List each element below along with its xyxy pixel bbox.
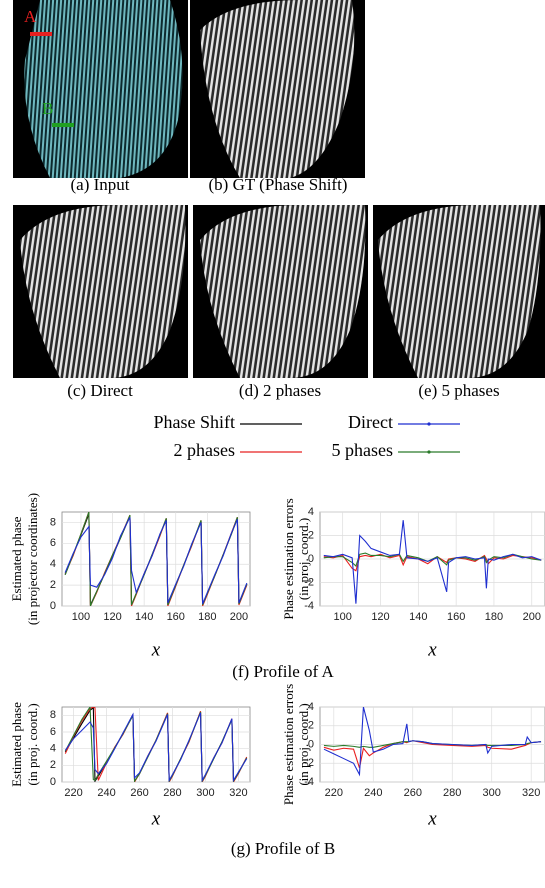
- panel-caption: (d) 2 phases: [239, 381, 321, 400]
- series-line: [64, 712, 248, 782]
- y-axis-title: Estimated phase: [9, 516, 24, 601]
- marker-label: A: [24, 7, 37, 26]
- x-tick-label: 160: [167, 611, 185, 623]
- line-chart: 0 2 4 6 8 100 120 140 160 180 200 Estimated phase (i…: [9, 493, 251, 660]
- x-tick-label: 120: [103, 611, 121, 623]
- line-chart: -4 -2 0 2 4 100 120 140 160 180 200 Phase estimatio…: [281, 498, 545, 660]
- x-tick-label: 140: [135, 611, 153, 623]
- x-tick-label: 180: [198, 611, 216, 623]
- plot-area: [61, 511, 251, 607]
- y-tick-label: 4: [308, 506, 314, 518]
- x-axis-title: x: [427, 639, 437, 660]
- legend-label: Phase Shift: [153, 412, 235, 432]
- image-input: [13, 0, 188, 178]
- y-tick-label: 6: [50, 726, 56, 738]
- x-tick-label: 280: [163, 787, 181, 799]
- y-axis-title: (in projector coordinates): [25, 493, 40, 625]
- profile-caption: (g) Profile of B: [231, 839, 335, 858]
- x-tick-label: 320: [522, 787, 540, 799]
- x-tick-label: 160: [447, 611, 465, 623]
- y-tick-label: 4: [308, 701, 314, 713]
- x-tick-label: 260: [130, 787, 148, 799]
- y-tick-label: -4: [304, 776, 314, 788]
- y-tick-label: 2: [308, 529, 314, 541]
- x-tick-label: 260: [404, 787, 422, 799]
- y-tick-label: 4: [50, 558, 56, 570]
- x-tick-label: 120: [371, 611, 389, 623]
- y-axis-title: (in proj. coord.): [296, 518, 311, 600]
- image-5-phases: [373, 205, 545, 378]
- image-direct: [13, 205, 188, 378]
- y-tick-label: 2: [308, 720, 314, 732]
- panel-caption: (c) Direct: [67, 381, 133, 400]
- legend-dot: [427, 422, 431, 426]
- x-tick-label: 300: [483, 787, 501, 799]
- x-axis-title: x: [427, 808, 437, 829]
- x-tick-label: 200: [523, 611, 541, 623]
- series-line: [64, 516, 248, 605]
- x-tick-label: 240: [364, 787, 382, 799]
- y-axis-title: Phase estimation errors: [281, 498, 296, 619]
- x-tick-label: 140: [409, 611, 427, 623]
- x-tick-label: 240: [97, 787, 115, 799]
- legend-label: 5 phases: [332, 440, 394, 460]
- legend-label: Direct: [348, 412, 393, 432]
- y-tick-label: 0: [308, 553, 314, 565]
- y-tick-label: 0: [50, 600, 56, 612]
- y-tick-label: 8: [50, 516, 56, 528]
- legend-dot: [427, 450, 431, 454]
- series-line: [323, 520, 542, 604]
- x-tick-label: 320: [229, 787, 247, 799]
- x-tick-label: 200: [230, 611, 248, 623]
- x-axis-title: x: [151, 808, 161, 829]
- y-tick-label: 0: [50, 776, 56, 788]
- panel-caption: (a) Input: [70, 175, 129, 194]
- y-axis-title: Estimated phase: [9, 702, 24, 787]
- x-tick-label: 220: [325, 787, 343, 799]
- x-tick-label: 280: [443, 787, 461, 799]
- y-axis-title: Phase estimation errors: [281, 684, 296, 805]
- y-tick-label: 2: [50, 759, 56, 771]
- line-chart: -4 -2 0 2 4 220 240 260 280 300 320 Phase estimatio…: [281, 684, 545, 829]
- marker-label: B: [42, 99, 53, 118]
- x-tick-label: 100: [72, 611, 90, 623]
- x-tick-label: 300: [196, 787, 214, 799]
- y-tick-label: 0: [308, 738, 314, 750]
- panel-caption: (b) GT (Phase Shift): [209, 175, 348, 194]
- x-axis-title: x: [151, 639, 161, 660]
- x-tick-label: 180: [485, 611, 503, 623]
- x-tick-label: 100: [334, 611, 352, 623]
- legend-label: 2 phases: [174, 440, 236, 460]
- line-chart: 0 2 4 6 8 220 240 260 280 300 320 Estimated phase (i…: [9, 702, 251, 829]
- y-tick-label: -2: [304, 757, 314, 769]
- y-axis-title: (in proj. coord.): [25, 703, 40, 785]
- y-tick-label: -2: [304, 576, 314, 588]
- image-gt: [190, 0, 365, 178]
- image-2-phases: [193, 205, 368, 378]
- y-tick-label: 2: [50, 579, 56, 591]
- panel-caption: (e) 5 phases: [418, 381, 499, 400]
- series-line: [323, 707, 542, 777]
- x-tick-label: 220: [64, 787, 82, 799]
- profile-caption: (f) Profile of A: [232, 662, 334, 681]
- y-tick-label: -4: [304, 600, 314, 612]
- y-tick-label: 4: [50, 743, 56, 755]
- y-axis-title: (in proj. coord.): [296, 703, 311, 785]
- y-tick-label: 6: [50, 537, 56, 549]
- y-tick-label: 8: [50, 709, 56, 721]
